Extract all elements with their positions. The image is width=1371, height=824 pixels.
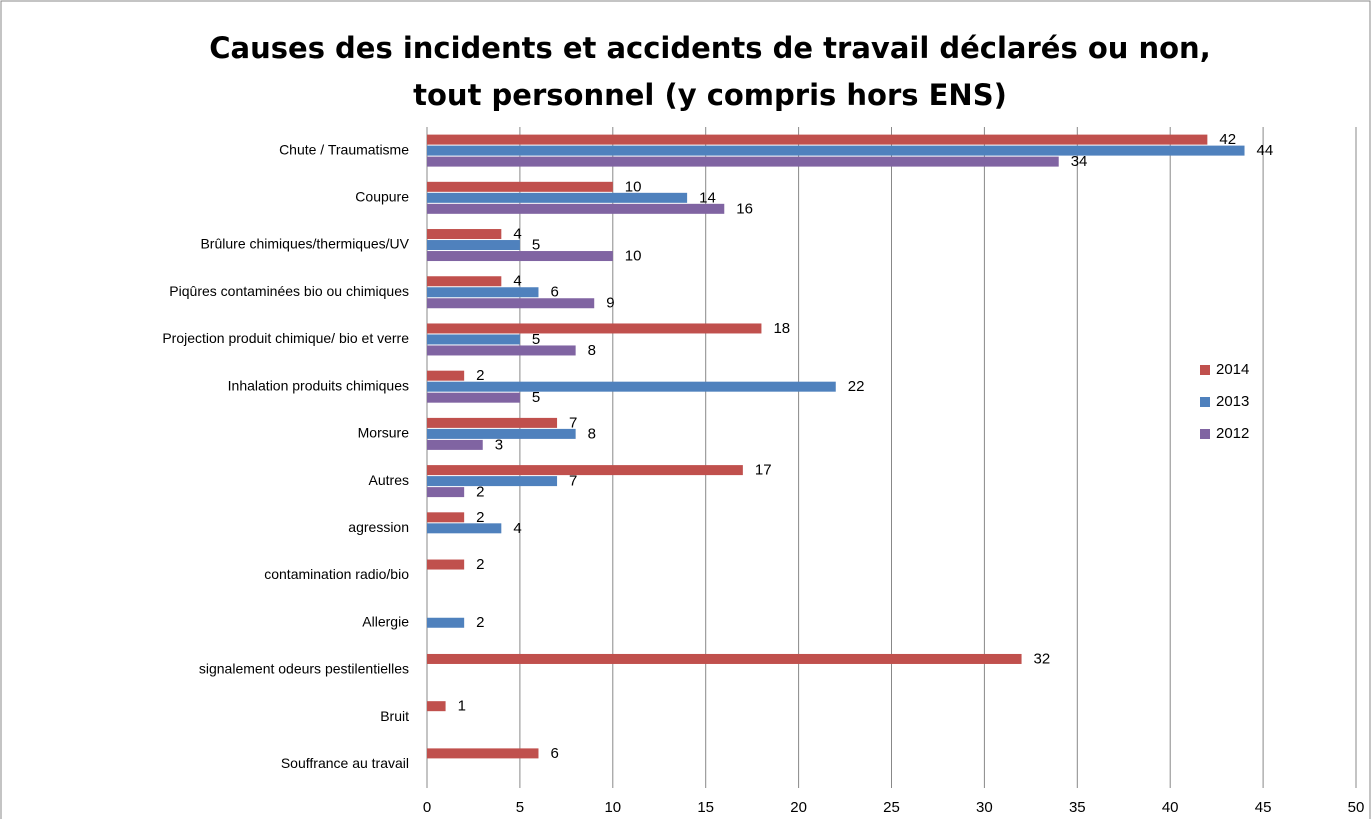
y-tick-label: Bruit bbox=[380, 708, 409, 724]
bar bbox=[427, 559, 465, 570]
x-tick-label: 0 bbox=[423, 799, 431, 816]
bar bbox=[427, 251, 613, 262]
bar bbox=[427, 653, 1022, 664]
data-label: 44 bbox=[1257, 142, 1274, 159]
bar bbox=[427, 523, 502, 534]
data-label: 5 bbox=[532, 331, 540, 348]
y-tick-label: Projection produit chimique/ bio et verr… bbox=[162, 330, 409, 346]
y-tick-label: Souffrance au travail bbox=[281, 755, 409, 771]
data-label: 3 bbox=[495, 436, 503, 453]
bar bbox=[427, 181, 613, 192]
bar bbox=[427, 298, 595, 309]
data-label: 5 bbox=[532, 389, 540, 406]
data-label: 7 bbox=[569, 473, 577, 490]
legend-swatch bbox=[1200, 397, 1210, 407]
x-tick-label: 25 bbox=[883, 799, 900, 816]
bar bbox=[427, 487, 465, 498]
data-label: 14 bbox=[699, 189, 716, 206]
data-label: 2 bbox=[476, 484, 484, 501]
chart-title: tout personnel (y compris hors ENS) bbox=[413, 78, 1007, 112]
data-label: 2 bbox=[476, 509, 484, 526]
data-label: 17 bbox=[755, 462, 772, 479]
bar bbox=[427, 334, 520, 345]
data-label: 8 bbox=[588, 342, 596, 359]
data-label: 10 bbox=[625, 178, 642, 195]
bar bbox=[427, 203, 725, 214]
data-label: 4 bbox=[513, 520, 521, 537]
y-tick-label: Morsure bbox=[358, 425, 410, 441]
y-tick-label: Piqûres contaminées bio ou chimiques bbox=[169, 283, 409, 299]
y-tick-label: signalement odeurs pestilentielles bbox=[199, 661, 409, 677]
bar bbox=[427, 145, 1245, 156]
bar bbox=[427, 392, 520, 403]
data-label: 34 bbox=[1071, 153, 1088, 170]
bar bbox=[427, 192, 688, 203]
bar bbox=[427, 156, 1059, 167]
data-label: 22 bbox=[848, 378, 865, 395]
y-tick-label: Brûlure chimiques/thermiques/UV bbox=[200, 236, 409, 252]
y-tick-label: Autres bbox=[369, 472, 409, 488]
x-tick-label: 50 bbox=[1348, 799, 1365, 816]
bar bbox=[427, 370, 465, 381]
data-label: 9 bbox=[606, 295, 614, 312]
bar bbox=[427, 276, 502, 287]
data-label: 42 bbox=[1219, 131, 1236, 148]
bar bbox=[427, 512, 465, 523]
x-tick-label: 40 bbox=[1162, 799, 1179, 816]
y-tick-label: Chute / Traumatisme bbox=[279, 141, 409, 157]
x-tick-label: 5 bbox=[516, 799, 524, 816]
bar bbox=[427, 617, 465, 628]
data-label: 6 bbox=[550, 284, 558, 301]
bar bbox=[427, 134, 1208, 145]
bar bbox=[427, 229, 502, 240]
data-label: 32 bbox=[1034, 650, 1051, 667]
bar bbox=[427, 287, 539, 298]
x-tick-label: 30 bbox=[976, 799, 993, 816]
chart-title: Causes des incidents et accidents de tra… bbox=[209, 31, 1210, 65]
bar bbox=[427, 428, 576, 439]
legend-swatch bbox=[1200, 429, 1210, 439]
bar bbox=[427, 240, 520, 251]
bar bbox=[427, 439, 483, 450]
legend-label: 2013 bbox=[1216, 393, 1249, 410]
data-label: 10 bbox=[625, 248, 642, 265]
x-tick-label: 35 bbox=[1069, 799, 1086, 816]
y-tick-label: Inhalation produits chimiques bbox=[228, 377, 409, 393]
data-label: 16 bbox=[736, 200, 753, 217]
bar bbox=[427, 748, 539, 759]
y-tick-label: Allergie bbox=[362, 613, 409, 629]
data-label: 4 bbox=[513, 226, 521, 243]
data-label: 2 bbox=[476, 556, 484, 573]
bar bbox=[427, 476, 558, 487]
bar bbox=[427, 345, 576, 356]
legend-swatch bbox=[1200, 365, 1210, 375]
legend-label: 2012 bbox=[1216, 425, 1249, 442]
data-label: 2 bbox=[476, 614, 484, 631]
x-tick-label: 10 bbox=[604, 799, 621, 816]
y-tick-label: Coupure bbox=[355, 189, 409, 205]
bar bbox=[427, 465, 743, 476]
bar bbox=[427, 701, 446, 712]
legend-label: 2014 bbox=[1216, 361, 1249, 378]
bar bbox=[427, 417, 558, 428]
data-label: 18 bbox=[773, 320, 790, 337]
bar bbox=[427, 323, 762, 334]
data-label: 1 bbox=[458, 698, 466, 715]
data-label: 5 bbox=[532, 237, 540, 254]
data-label: 7 bbox=[569, 414, 577, 431]
y-tick-label: agression bbox=[348, 519, 409, 535]
x-tick-label: 45 bbox=[1255, 799, 1272, 816]
data-label: 6 bbox=[550, 745, 558, 762]
data-label: 4 bbox=[513, 273, 521, 290]
bar bbox=[427, 381, 836, 392]
y-tick-label: contamination radio/bio bbox=[264, 566, 409, 582]
x-tick-label: 20 bbox=[790, 799, 807, 816]
data-label: 2 bbox=[476, 367, 484, 384]
data-label: 8 bbox=[588, 425, 596, 442]
x-tick-label: 15 bbox=[697, 799, 714, 816]
